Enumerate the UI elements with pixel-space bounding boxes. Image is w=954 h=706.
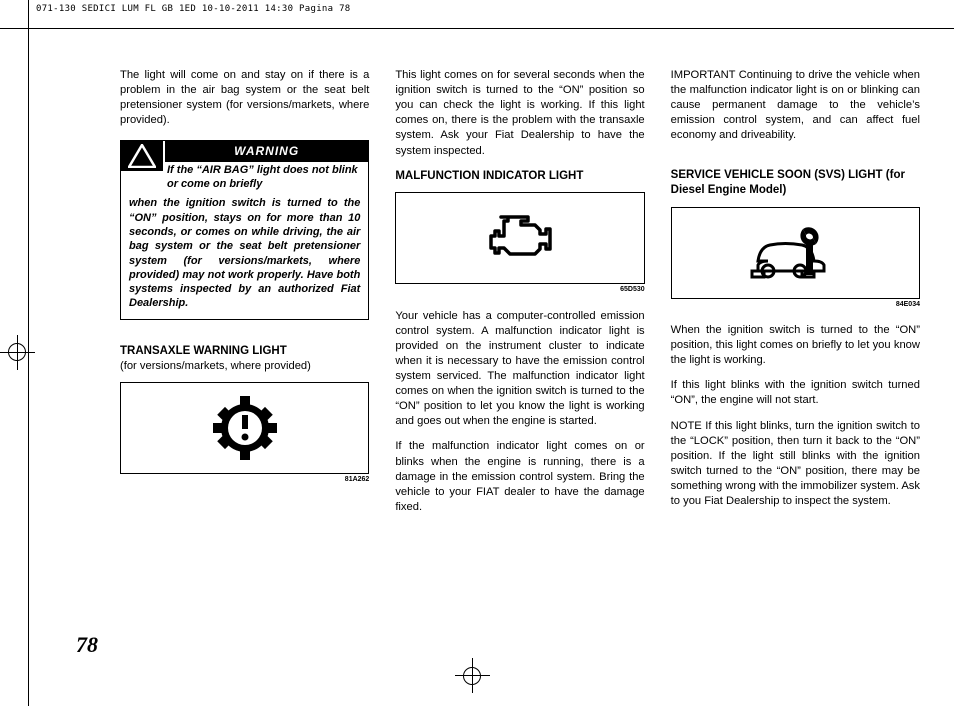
col3-p2: When the ignition switch is turned to th… [671,323,920,368]
crop-mark [8,343,26,361]
col2-p1: This light comes on for several seconds … [395,68,644,159]
svs-heading: SERVICE VEHICLE SOON (SVS) LIGHT (for Di… [671,168,920,199]
transaxle-heading: TRANSAXLE WARNING LIGHT [120,344,369,360]
malfunction-heading: MALFUNCTION INDICATOR LIGHT [395,169,644,185]
transaxle-icon-box [120,382,369,474]
transaxle-code: 81A262 [120,475,369,484]
warning-triangle-icon [121,141,163,171]
print-header: 071-130 SEDICI LUM FL GB 1ED 10-10-2011 … [36,4,351,14]
page-number: 78 [76,632,98,658]
intro-text: The light will come on and stay on if th… [120,68,369,128]
gear-warning-icon [210,393,280,463]
warning-box: WARNING If the “AIR BAG” light does not … [120,140,369,319]
crop-mark [28,0,29,706]
column-3: IMPORTANT Continuing to drive the vehicl… [671,68,920,525]
col3-p3: If this light blinks with the ignition s… [671,378,920,408]
car-wrench-icon [740,223,850,283]
column-2: This light comes on for several seconds … [395,68,644,525]
column-1: The light will come on and stay on if th… [120,68,369,525]
warning-first-line: If the “AIR BAG” light does not blink or… [163,162,368,193]
warning-header: WARNING If the “AIR BAG” light does not … [121,141,368,192]
malfunction-icon-box [395,192,644,284]
warning-label: WARNING [165,141,368,161]
crop-mark [463,667,481,685]
malfunction-code: 65D530 [395,285,644,294]
col2-p2: Your vehicle has a computer-controlled e… [395,309,644,430]
transaxle-subheading: (for versions/markets, where provided) [120,359,369,374]
svs-code: 84E034 [671,300,920,309]
engine-icon [480,211,560,266]
col3-p1: IMPORTANT Continuing to drive the vehicl… [671,68,920,144]
warning-body: when the ignition switch is turned to th… [121,192,368,318]
col2-p3: If the malfunction indicator light comes… [395,439,644,515]
svs-icon-box [671,207,920,299]
crop-mark [0,28,954,29]
page-content: The light will come on and stay on if th… [120,68,920,525]
col3-p4: NOTE If this light blinks, turn the igni… [671,419,920,510]
